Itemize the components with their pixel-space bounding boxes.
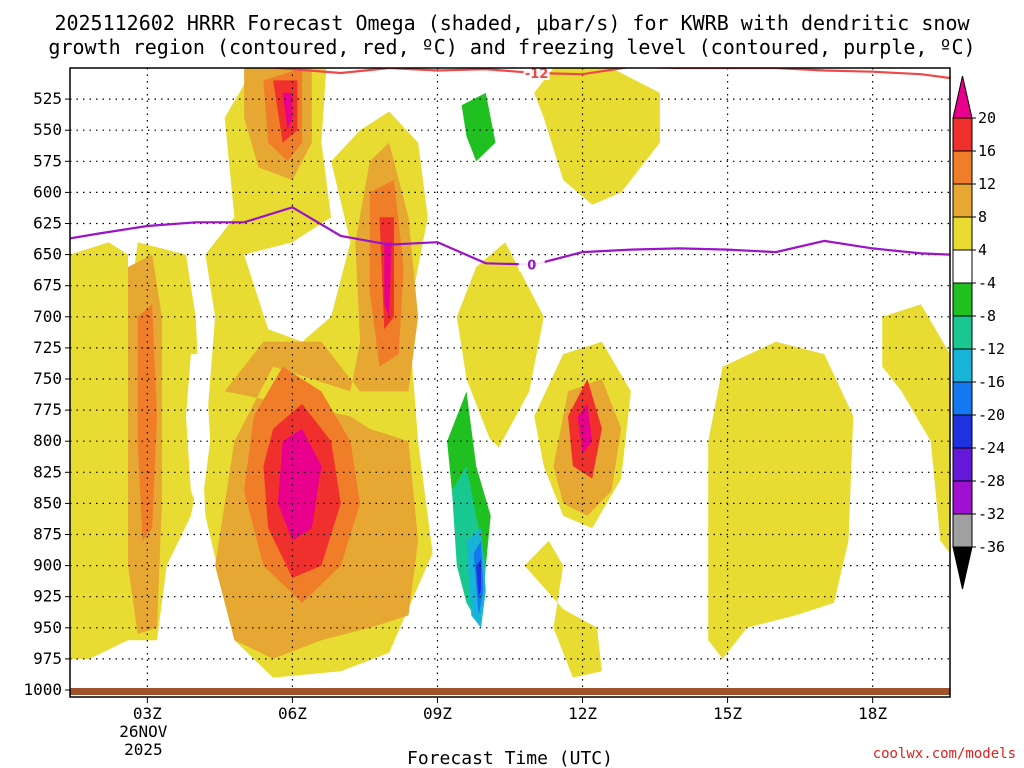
omega-region-4 bbox=[70, 242, 128, 659]
colorbar-label: 20 bbox=[978, 109, 996, 127]
x-date-label: 26NOV bbox=[119, 722, 168, 741]
y-tick-label: 700 bbox=[33, 307, 62, 326]
y-tick-label: 600 bbox=[33, 182, 62, 201]
chart-title-line1: 2025112602 HRRR Forecast Omega (shaded, … bbox=[54, 11, 970, 35]
colorbar-swatch bbox=[952, 150, 973, 185]
colorbar-label: 12 bbox=[978, 175, 996, 193]
omega-shading bbox=[70, 68, 950, 678]
ground-level-bar bbox=[70, 688, 950, 695]
plot-area: -12 0 bbox=[69, 67, 951, 698]
chart-title-line2: growth region (contoured, red, ºC) and f… bbox=[48, 35, 975, 59]
x-year-label: 2025 bbox=[124, 740, 163, 759]
y-tick-label: 550 bbox=[33, 120, 62, 139]
omega-region--4 bbox=[669, 68, 689, 162]
x-tick-label: 12Z bbox=[568, 704, 597, 723]
omega-colorbar: 20 16 12 8 4 -4 -8 -12 -16 -20 -24 -28 -32 -36 bbox=[952, 75, 1005, 590]
y-tick-label: 875 bbox=[33, 525, 62, 544]
colorbar-label: -20 bbox=[978, 406, 1005, 424]
x-axis-label: Forecast Time (UTC) bbox=[407, 748, 613, 768]
omega-region-20 bbox=[282, 92, 293, 131]
colorbar-label: -8 bbox=[978, 307, 996, 325]
colorbar-label: -12 bbox=[978, 340, 1005, 358]
colorbar-label: -4 bbox=[978, 274, 996, 292]
credit-link[interactable]: coolwx.com/models bbox=[873, 746, 1016, 762]
y-tick-label: 850 bbox=[33, 493, 62, 512]
y-tick-label: 1000 bbox=[23, 680, 62, 699]
x-tick-label: 09Z bbox=[423, 704, 452, 723]
y-tick-label: 575 bbox=[33, 151, 62, 170]
colorbar-label: 8 bbox=[978, 208, 987, 226]
y-tick-label: 750 bbox=[33, 369, 62, 388]
colorbar-label: -36 bbox=[978, 538, 1005, 556]
omega-region--4 bbox=[99, 74, 109, 118]
dgz-contour-label: -12 bbox=[525, 67, 549, 82]
omega-region-4 bbox=[524, 540, 602, 678]
y-tick-label: 900 bbox=[33, 556, 62, 575]
y-axis-pressure: 525 550 575 600 625 650 675 700 725 750 775 800 825 8… bbox=[23, 89, 70, 699]
colorbar-label: 16 bbox=[978, 142, 996, 160]
omega-region-4 bbox=[882, 304, 950, 554]
colorbar-swatch bbox=[952, 183, 973, 218]
omega-region-20 bbox=[577, 403, 593, 454]
colorbar-label: -24 bbox=[978, 439, 1005, 457]
omega-region--4 bbox=[186, 354, 211, 516]
y-tick-label: 675 bbox=[33, 276, 62, 295]
colorbar-top-arrow bbox=[952, 75, 973, 119]
x-tick-label: 03Z bbox=[133, 704, 162, 723]
x-tick-label: 18Z bbox=[858, 704, 887, 723]
x-tick-label: 06Z bbox=[278, 704, 307, 723]
y-tick-label: 650 bbox=[33, 245, 62, 264]
colorbar-swatch bbox=[952, 282, 973, 317]
omega-region--4 bbox=[621, 491, 641, 591]
colorbar-label: -32 bbox=[978, 505, 1005, 523]
colorbar-swatch bbox=[952, 348, 973, 383]
colorbar-swatch bbox=[952, 216, 973, 251]
colorbar-bottom-arrow bbox=[952, 546, 973, 590]
y-tick-label: 950 bbox=[33, 618, 62, 637]
colorbar-label: -16 bbox=[978, 373, 1005, 391]
x-tick-label: 15Z bbox=[713, 704, 742, 723]
y-tick-label: 825 bbox=[33, 462, 62, 481]
colorbar-swatch bbox=[952, 447, 973, 482]
omega-region-4 bbox=[708, 341, 854, 659]
y-tick-label: 925 bbox=[33, 587, 62, 606]
y-tick-label: 800 bbox=[33, 431, 62, 450]
colorbar-swatch bbox=[952, 315, 973, 350]
colorbar-swatch bbox=[952, 414, 973, 449]
y-tick-label: 525 bbox=[33, 89, 62, 108]
y-tick-label: 725 bbox=[33, 338, 62, 357]
omega-region-20 bbox=[384, 242, 392, 317]
colorbar-swatch bbox=[952, 117, 973, 152]
omega-region-4 bbox=[534, 68, 660, 205]
omega-region-20 bbox=[277, 428, 322, 541]
freezing-level-contour bbox=[70, 206, 950, 266]
freezing-level-contour-label-bg bbox=[518, 256, 545, 272]
omega-region-12 bbox=[137, 304, 157, 541]
colorbar-swatch bbox=[952, 381, 973, 416]
colorbar-swatch bbox=[952, 480, 973, 515]
dgz-contour-label-bg bbox=[523, 68, 550, 81]
y-tick-label: 975 bbox=[33, 649, 62, 668]
colorbar-label: 4 bbox=[978, 241, 987, 259]
y-tick-label: 625 bbox=[33, 214, 62, 233]
plot-frame bbox=[69, 67, 951, 698]
contour-lines: -12 0 bbox=[70, 67, 950, 273]
omega-region--4 bbox=[761, 68, 801, 180]
freezing-level-contour-label: 0 bbox=[527, 258, 536, 273]
colorbar-label: -28 bbox=[978, 472, 1005, 490]
omega-region--24 bbox=[476, 559, 481, 597]
y-tick-label: 775 bbox=[33, 400, 62, 419]
colorbar-swatch bbox=[952, 249, 973, 284]
omega-region--8 bbox=[461, 92, 496, 162]
colorbar-swatch bbox=[952, 513, 973, 548]
